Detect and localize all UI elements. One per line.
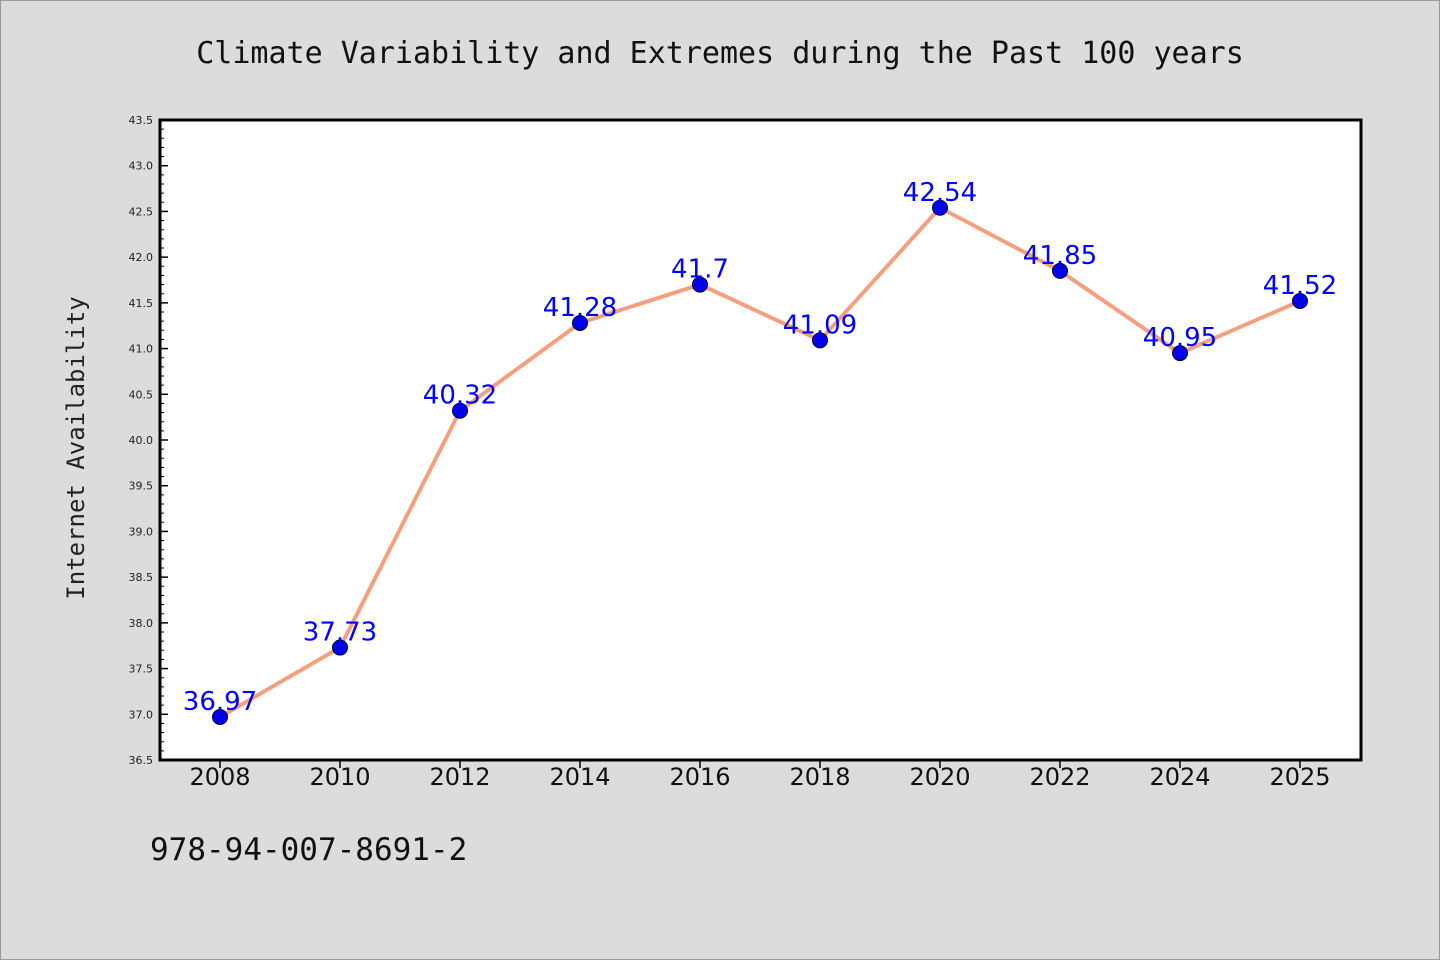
- x-axis: 2008 2010 2012 2014 2016 2018 2020 2022 2024 2025: [189, 760, 1331, 791]
- x-tick-label: 2022: [1029, 763, 1090, 791]
- data-label: 41.85: [1023, 241, 1097, 271]
- data-label: 37.73: [303, 618, 377, 648]
- data-label: 41.09: [783, 310, 857, 340]
- y-axis: 36.5 37.0 37.5 38.0 38.5 39.0 39.5 40.0 40.5 41.0…: [129, 114, 168, 767]
- series-line: [218, 205, 1302, 720]
- data-point: [812, 332, 828, 349]
- y-tick-label: 40.5: [129, 388, 154, 401]
- chart-title: Climate Variability and Extremes during …: [196, 36, 1244, 71]
- data-label: 40.95: [1143, 323, 1217, 353]
- data-point: [932, 199, 948, 216]
- x-tick-label: 2012: [429, 763, 490, 791]
- data-point: [692, 276, 708, 293]
- y-tick-label: 43.0: [129, 160, 154, 173]
- y-tick-label: 42.5: [129, 205, 154, 218]
- data-point: [452, 402, 468, 419]
- series-layer: [212, 199, 1308, 726]
- data-label: 36.97: [183, 687, 257, 717]
- y-tick-label: 38.5: [129, 571, 154, 584]
- x-tick-label: 2024: [1149, 763, 1210, 791]
- x-tick-label: 2010: [309, 763, 370, 791]
- data-point: [572, 314, 588, 331]
- data-point: [1172, 345, 1188, 362]
- y-tick-label: 38.0: [129, 617, 154, 630]
- data-label: 41.28: [543, 293, 617, 323]
- data-point: [212, 709, 228, 726]
- x-tick-label: 2020: [909, 763, 970, 791]
- y-axis-label: Internet Availability: [62, 296, 90, 599]
- data-label: 41.52: [1263, 271, 1337, 301]
- x-tick-label: 2014: [549, 763, 610, 791]
- data-point: [1052, 262, 1068, 279]
- y-tick-label: 36.5: [129, 754, 154, 767]
- data-label-layer: 36.97 37.73 40.32 41.28 41.7 41.09 42.54 41.85 4…: [183, 178, 1337, 717]
- y-tick-label: 39.0: [129, 525, 154, 538]
- x-tick-label: 2018: [789, 763, 850, 791]
- y-tick-label: 37.5: [129, 663, 154, 676]
- footer-isbn: 978-94-007-8691-2: [150, 832, 468, 868]
- y-tick-label: 39.5: [129, 480, 154, 493]
- y-tick-label: 41.5: [129, 297, 154, 310]
- y-tick-label: 37.0: [129, 708, 154, 721]
- x-tick-label: 2025: [1269, 763, 1330, 791]
- data-point: [332, 639, 348, 656]
- y-tick-label: 41.0: [129, 343, 154, 356]
- plot-area: [158, 118, 1363, 762]
- data-label: 41.7: [671, 255, 729, 285]
- data-label: 42.54: [903, 178, 977, 208]
- y-tick-label: 42.0: [129, 251, 154, 264]
- y-tick-label: 40.0: [129, 434, 154, 447]
- x-tick-label: 2008: [189, 763, 250, 791]
- y-tick-label: 43.5: [129, 114, 154, 127]
- x-tick-label: 2016: [669, 763, 730, 791]
- data-point: [1292, 293, 1308, 310]
- data-label: 40.32: [423, 381, 497, 411]
